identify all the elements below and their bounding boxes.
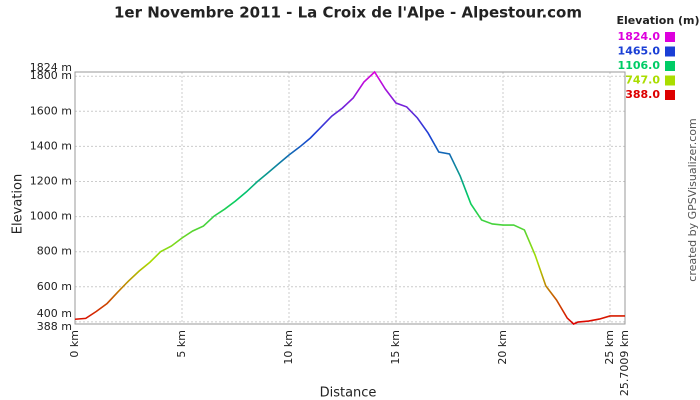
y-tick-label: 1200 m — [30, 175, 72, 188]
x-tick-label: 10 km — [282, 330, 295, 365]
y-tick-label: 1600 m — [30, 104, 72, 117]
y-tick-label: 800 m — [37, 245, 72, 258]
legend-swatch — [665, 61, 675, 71]
x-tick-label: 0 km — [68, 330, 81, 358]
legend-value: 388.0 — [625, 88, 660, 101]
x-tick-label: 25.7009 km — [618, 330, 631, 396]
plot-frame — [74, 71, 626, 325]
y-tick-label: 1800 m — [30, 69, 72, 82]
y-tick-label: 1400 m — [30, 139, 72, 152]
y-tick-label: 400 m — [37, 307, 72, 320]
y-tick-label: 388 m — [37, 320, 72, 333]
chart-title: 1er Novembre 2011 - La Croix de l'Alpe -… — [114, 4, 582, 22]
legend-title: Elevation (m) — [616, 14, 699, 27]
x-tick-label: 15 km — [389, 330, 402, 365]
legend-swatch — [665, 75, 675, 86]
x-tick-label: 5 km — [175, 330, 188, 358]
y-tick-label: 600 m — [37, 280, 72, 293]
legend-value: 747.0 — [625, 74, 660, 87]
x-axis-title: Distance — [320, 386, 377, 400]
y-axis-title: Elevation — [11, 174, 26, 234]
legend-swatch — [665, 32, 675, 42]
x-tick-label: 25 km — [603, 330, 616, 365]
y-tick-label: 1824 m — [30, 61, 72, 74]
legend-swatch — [665, 46, 675, 57]
legend-value: 1824.0 — [618, 30, 661, 43]
legend-swatch — [665, 90, 675, 100]
legend-value: 1106.0 — [618, 59, 661, 72]
elevation-line — [74, 70, 625, 325]
legend-value: 1465.0 — [618, 45, 661, 58]
y-tick-label: 1000 m — [30, 210, 72, 223]
x-tick-label: 20 km — [496, 330, 509, 365]
credit: created by GPSVisualizer.com — [686, 118, 699, 281]
